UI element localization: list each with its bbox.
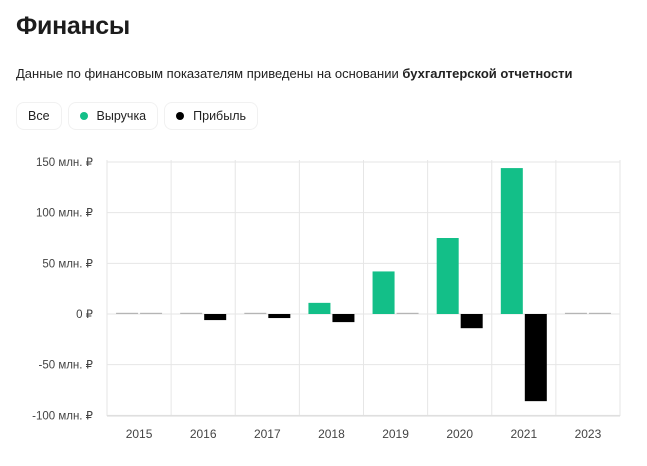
y-tick-label: -50 млн. ₽: [39, 360, 94, 372]
subtitle-text: Данные по финансовым показателям приведе…: [16, 66, 403, 81]
revenue-dot-icon: [79, 112, 88, 120]
revenue-bar-2020: [436, 238, 459, 314]
x-tick-label: 2021: [510, 427, 537, 441]
x-tick-label: 2015: [126, 427, 153, 441]
filter-all-button[interactable]: Все: [16, 102, 62, 130]
profit-bar-2015: [140, 312, 163, 314]
x-tick-label: 2018: [318, 427, 345, 441]
x-tick-label: 2020: [446, 427, 473, 441]
revenue-bar-2023: [564, 312, 587, 314]
y-tick-label: 50 млн. ₽: [42, 258, 93, 270]
x-tick-label: 2023: [575, 427, 602, 441]
filter-revenue-label: Выручка: [96, 109, 147, 123]
revenue-bar-2016: [180, 312, 203, 314]
revenue-bar-2015: [116, 312, 139, 314]
profit-bar-2016: [204, 314, 227, 321]
revenue-bar-2017: [244, 312, 267, 314]
page-title: Финансы: [16, 12, 130, 40]
profit-bar-2018: [332, 314, 355, 323]
profit-bar-2020: [460, 314, 483, 329]
profit-dot-icon: [176, 112, 185, 120]
y-tick-label: 100 млн. ₽: [36, 208, 93, 220]
filter-profit-label: Прибыль: [193, 109, 247, 123]
filter-revenue-button[interactable]: Выручка: [68, 102, 159, 130]
filter-profit-button[interactable]: Прибыль: [164, 102, 258, 130]
profit-bar-2019: [396, 312, 419, 314]
chart-filters: Все Выручка Прибыль: [16, 102, 258, 130]
filter-all-label: Все: [28, 109, 50, 123]
y-tick-label: -100 млн. ₽: [32, 410, 93, 422]
revenue-bar-2019: [372, 271, 395, 314]
profit-bar-2017: [268, 314, 291, 319]
revenue-bar-2018: [308, 302, 331, 314]
y-tick-label: 150 млн. ₽: [36, 157, 93, 169]
profit-bar-2023: [588, 312, 611, 314]
revenue-bar-2021: [500, 168, 523, 314]
page-subtitle: Данные по финансовым показателям приведе…: [16, 66, 573, 81]
x-tick-label: 2019: [382, 427, 409, 441]
subtitle-accounting-link[interactable]: бухгалтерской отчетности: [402, 66, 573, 81]
profit-bar-2021: [524, 314, 547, 402]
y-tick-label: 0 ₽: [76, 309, 93, 321]
x-tick-label: 2016: [190, 427, 217, 441]
x-tick-label: 2017: [254, 427, 281, 441]
